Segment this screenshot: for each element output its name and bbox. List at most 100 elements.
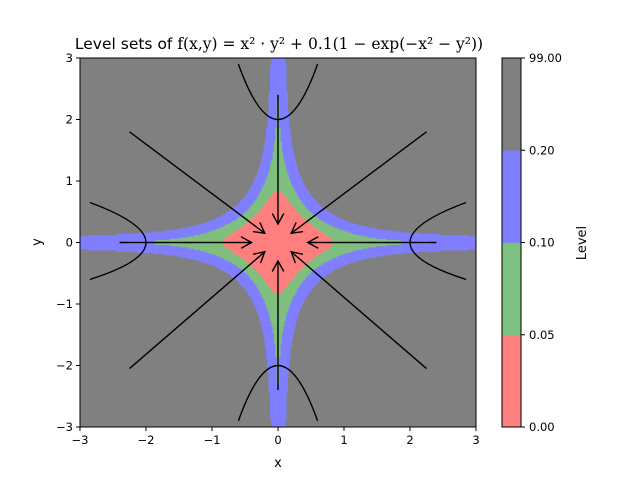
level-cell	[103, 247, 106, 250]
level-cell	[202, 251, 205, 253]
level-cell	[157, 243, 160, 246]
level-cell	[85, 244, 88, 247]
level-cell	[153, 252, 156, 255]
level-cell	[118, 242, 121, 245]
level-cell	[87, 248, 90, 251]
level-cell	[226, 237, 229, 240]
level-cell	[80, 247, 82, 250]
level-cell	[163, 240, 166, 242]
level-cell	[167, 231, 170, 234]
level-cell	[219, 219, 222, 221]
level-cell	[173, 232, 176, 235]
level-cell	[201, 240, 204, 242]
level-cell	[113, 242, 115, 245]
level-cell	[223, 268, 226, 271]
level-cell	[223, 221, 226, 224]
level-cell	[147, 240, 150, 242]
level-cell	[119, 247, 122, 250]
level-cell	[212, 238, 214, 241]
level-cell	[221, 264, 224, 267]
level-cell	[169, 243, 172, 246]
level-cell	[194, 252, 197, 255]
level-cell	[172, 243, 175, 246]
level-cell	[229, 251, 232, 253]
level-cell	[186, 230, 189, 233]
level-cell	[189, 237, 192, 240]
level-cell	[186, 227, 189, 230]
level-cell	[218, 257, 221, 260]
level-cell	[222, 263, 225, 266]
level-cell	[230, 267, 233, 269]
level-cell	[176, 233, 179, 236]
level-cell	[167, 240, 170, 242]
level-cell	[153, 248, 156, 251]
level-cell	[179, 247, 181, 250]
level-cell	[93, 238, 96, 241]
level-cell	[229, 238, 232, 241]
level-cell	[118, 243, 121, 246]
level-cell	[209, 263, 212, 266]
level-cell	[212, 262, 214, 265]
level-cell	[205, 236, 208, 239]
level-cell	[194, 248, 197, 251]
level-cell	[194, 226, 197, 229]
level-cell	[213, 257, 216, 260]
level-cell	[192, 232, 195, 235]
level-cell	[168, 242, 171, 245]
level-cell	[212, 254, 214, 257]
level-cell	[175, 237, 177, 240]
level-cell	[179, 235, 181, 237]
level-cell	[192, 235, 195, 237]
level-cell	[204, 231, 206, 234]
level-cell	[226, 219, 229, 221]
level-cell	[210, 263, 213, 266]
level-cell	[230, 259, 233, 262]
level-cell	[222, 254, 225, 257]
level-cell	[114, 236, 117, 239]
level-cell	[153, 249, 156, 252]
level-cell	[212, 243, 214, 246]
level-cell	[103, 242, 106, 245]
level-cell	[149, 235, 152, 237]
level-cell	[106, 236, 109, 239]
level-cell	[171, 247, 173, 250]
level-cell	[93, 248, 96, 251]
level-cell	[226, 260, 229, 263]
level-cell	[89, 237, 92, 240]
level-cell	[227, 251, 230, 253]
level-cell	[221, 226, 224, 229]
level-cell	[221, 233, 224, 236]
level-cell	[142, 237, 144, 240]
level-cell	[184, 252, 187, 255]
level-cell	[165, 251, 168, 253]
level-cell	[111, 238, 114, 241]
level-cell	[156, 246, 159, 249]
level-cell	[103, 241, 106, 244]
level-cell	[111, 237, 114, 240]
level-cell	[213, 238, 216, 241]
level-cell	[201, 226, 204, 229]
level-cell	[205, 231, 208, 234]
level-cell	[202, 254, 205, 257]
level-cell	[190, 253, 193, 256]
level-cell	[208, 221, 210, 224]
level-cell	[189, 242, 192, 245]
level-cell	[82, 238, 85, 241]
level-cell	[196, 230, 199, 233]
level-cell	[103, 238, 106, 241]
level-cell	[155, 233, 158, 236]
level-cell	[223, 226, 226, 229]
level-cell	[198, 246, 201, 249]
level-cell	[218, 259, 221, 262]
level-cell	[230, 220, 233, 223]
level-cell	[142, 238, 144, 241]
level-cell	[197, 253, 200, 256]
level-cell	[93, 237, 96, 240]
level-cell	[226, 265, 229, 268]
level-cell	[215, 247, 218, 250]
level-cell	[221, 227, 224, 230]
level-cell	[227, 247, 230, 250]
level-cell	[196, 232, 199, 235]
level-cell	[225, 263, 228, 266]
